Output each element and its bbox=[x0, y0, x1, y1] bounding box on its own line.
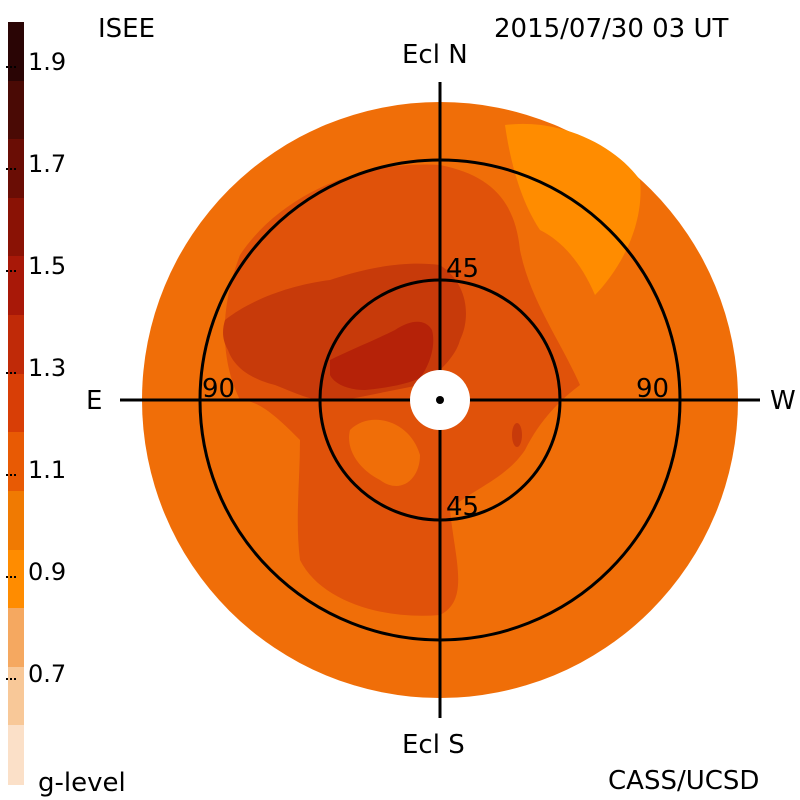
colorbar-tick bbox=[6, 576, 16, 578]
medium-region bbox=[224, 164, 581, 616]
colorbar-tick-label: 0.9 bbox=[28, 558, 67, 586]
instrument-label: ISEE bbox=[98, 14, 156, 44]
colorbar-tick bbox=[6, 678, 16, 680]
elongation-label-90-east: 90 bbox=[202, 374, 236, 404]
compass-west: W bbox=[770, 386, 796, 416]
colorbar-segment bbox=[8, 608, 24, 668]
colorbar-tick bbox=[6, 270, 16, 272]
colorbar-segment bbox=[8, 666, 24, 727]
darker-region bbox=[330, 321, 434, 390]
compass-north: Ecl N bbox=[402, 40, 468, 70]
colorbar-tick-label: 1.9 bbox=[28, 48, 67, 76]
colorbar-segment bbox=[8, 373, 24, 434]
colorbar-segment bbox=[8, 549, 24, 610]
colorbar-segment bbox=[8, 197, 24, 258]
sun-center-dot bbox=[436, 396, 444, 404]
elongation-label-45-north: 45 bbox=[446, 254, 480, 284]
dark-spot bbox=[512, 423, 522, 447]
compass-east: E bbox=[86, 386, 103, 416]
colorbar-segment bbox=[8, 139, 24, 199]
datetime-label: 2015/07/30 03 UT bbox=[494, 14, 729, 44]
compass-south: Ecl S bbox=[402, 730, 465, 760]
elongation-label-90-west: 90 bbox=[636, 374, 670, 404]
colorbar-segment bbox=[8, 80, 24, 141]
bright-region-ne bbox=[505, 123, 641, 295]
colorbar-tick bbox=[6, 372, 16, 374]
colorbar-title: g-level bbox=[38, 768, 126, 798]
colorbar-segment bbox=[8, 315, 24, 375]
colorbar-tick bbox=[6, 66, 16, 68]
colorbar-tick-label: 1.1 bbox=[28, 456, 67, 484]
colorbar-segment bbox=[8, 432, 24, 492]
colorbar-tick-label: 0.7 bbox=[28, 660, 67, 688]
colorbar-tick-label: 1.3 bbox=[28, 354, 67, 382]
colorbar-tick-label: 1.5 bbox=[28, 252, 67, 280]
elongation-label-45-south: 45 bbox=[446, 492, 480, 522]
colorbar-segment bbox=[8, 725, 24, 785]
colorbar-tick bbox=[6, 474, 16, 476]
light-patch-south bbox=[349, 419, 420, 486]
colorbar bbox=[8, 22, 24, 785]
colorbar-segment bbox=[8, 490, 24, 551]
colorbar-tick bbox=[6, 168, 16, 170]
colorbar-tick-label: 1.7 bbox=[28, 150, 67, 178]
credit-label: CASS/UCSD bbox=[608, 766, 760, 796]
